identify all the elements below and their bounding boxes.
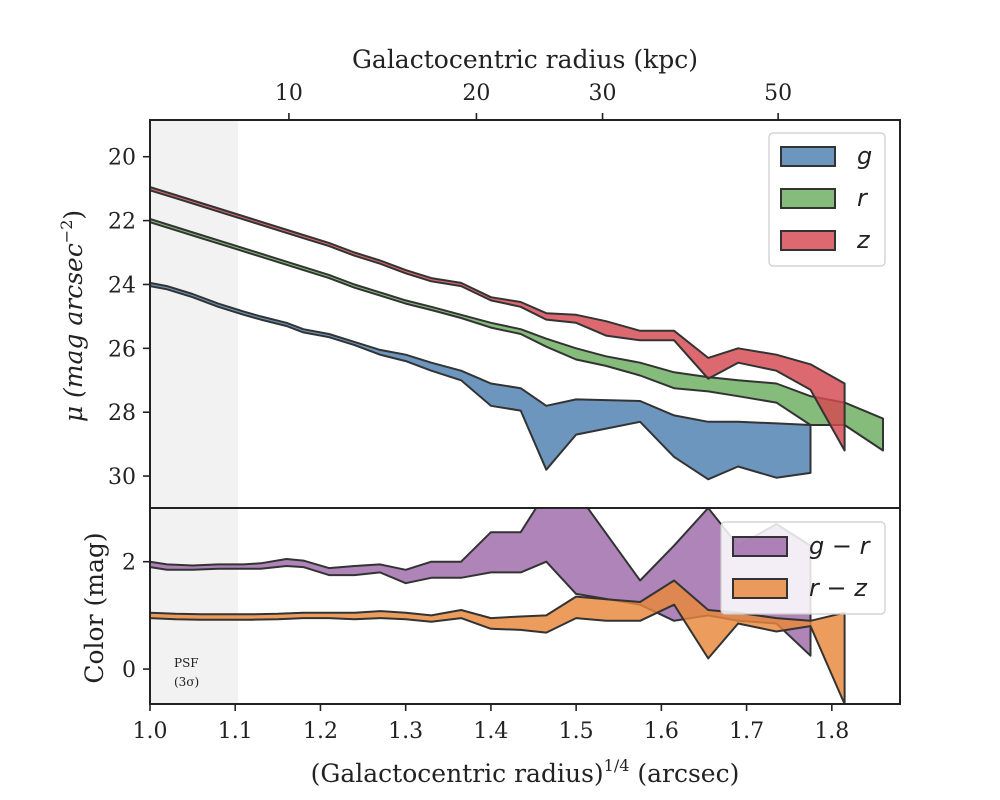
top-band-g <box>150 281 812 481</box>
top-y-tick-label: 28 <box>108 401 136 426</box>
top-psf-region <box>150 120 238 508</box>
bottom-psf-region <box>150 508 238 704</box>
top-kpc-tick-label: 10 <box>275 81 303 106</box>
top-y-tick-label: 30 <box>108 465 136 490</box>
psf-sigma-label: (3σ) <box>174 675 199 689</box>
bottom-legend-label-gr: g − r <box>809 532 872 560</box>
top-y-axis-label-close: ) <box>59 210 88 220</box>
top-kpc-tick-label: 30 <box>589 81 617 106</box>
top-areas-clip <box>150 186 884 481</box>
bottom-x-tick-label: 1.6 <box>644 719 679 744</box>
bottom-x-axis-label-tail: (arcsec) <box>629 759 739 788</box>
bottom-x-ticks: 1.0 1.1 1.2 1.3 1.4 1.5 1.6 1.7 1.8 <box>133 704 849 744</box>
bottom-x-tick-label: 1.1 <box>218 719 253 744</box>
bottom-y-ticks: 02 <box>122 551 150 683</box>
top-y-axis-label: μ (mag arcsec−2) <box>57 210 88 422</box>
top-y-ticks: 20 22 24 26 28 30 <box>108 146 150 490</box>
bottom-panel: 02 1.0 1.1 1.2 1.3 1.4 1.5 1.6 1.7 1.8 PSF (3σ) … <box>80 507 901 788</box>
bottom-x-tick-label: 1.3 <box>388 719 423 744</box>
top-legend-label-g: g <box>857 142 872 170</box>
bottom-x-tick-label: 1.2 <box>303 719 338 744</box>
bottom-x-tick-label: 1.4 <box>473 719 508 744</box>
bottom-x-tick-label: 1.8 <box>814 719 849 744</box>
top-legend-label-r: r <box>857 184 869 212</box>
bottom-panel-frame <box>149 507 901 705</box>
top-y-axis-label-sup: −2 <box>57 220 76 244</box>
top-kpc-tick-label: 20 <box>462 81 490 106</box>
bottom-y-axis-label: Color (mag) <box>80 532 109 683</box>
top-y-tick-label: 26 <box>108 337 136 362</box>
top-y-tick-label: 20 <box>108 146 136 171</box>
bottom-x-tick-label: 1.5 <box>559 719 594 744</box>
top-areas <box>150 186 884 481</box>
bottom-band-gr <box>150 508 812 657</box>
top-legend-swatch-z <box>780 230 836 251</box>
top-legend: grz <box>768 132 886 267</box>
bottom-legend-label-rz: r − z <box>809 574 868 602</box>
top-legend-label-z: z <box>856 226 871 254</box>
top-x-ticks-kpc: 10 20 30 50 <box>275 81 792 120</box>
bottom-x-tick-label: 1.7 <box>729 719 764 744</box>
bottom-legend-swatch-gr <box>732 536 788 557</box>
bottom-y-tick-label: 2 <box>122 551 136 576</box>
bottom-x-axis-label: (Galactocentric radius)1/4 (arcsec) <box>311 756 740 788</box>
top-y-tick-label: 22 <box>108 210 136 235</box>
bottom-areas <box>150 508 846 704</box>
top-band-z <box>150 186 846 452</box>
top-kpc-tick-label: 50 <box>764 81 792 106</box>
bottom-y-tick-label: 0 <box>122 658 136 683</box>
top-legend-swatch-g <box>780 146 836 167</box>
bottom-legend-swatch-rz <box>732 578 788 599</box>
bottom-areas-clip <box>150 508 846 704</box>
top-y-tick-label: 24 <box>108 273 136 298</box>
top-legend-swatch-r <box>780 188 836 209</box>
bottom-band-rz <box>150 579 846 704</box>
psf-label: PSF <box>174 656 199 670</box>
bottom-x-tick-label: 1.0 <box>133 719 168 744</box>
top-panel: 20 22 24 26 28 30 10 20 30 50 Galactocentric rad… <box>57 45 901 509</box>
top-band-r <box>150 218 884 452</box>
bottom-legend: g − r r − z <box>720 521 886 615</box>
top-x-axis-label: Galactocentric radius (kpc) <box>352 45 698 74</box>
bottom-x-axis-label-sup: 1/4 <box>604 756 630 775</box>
